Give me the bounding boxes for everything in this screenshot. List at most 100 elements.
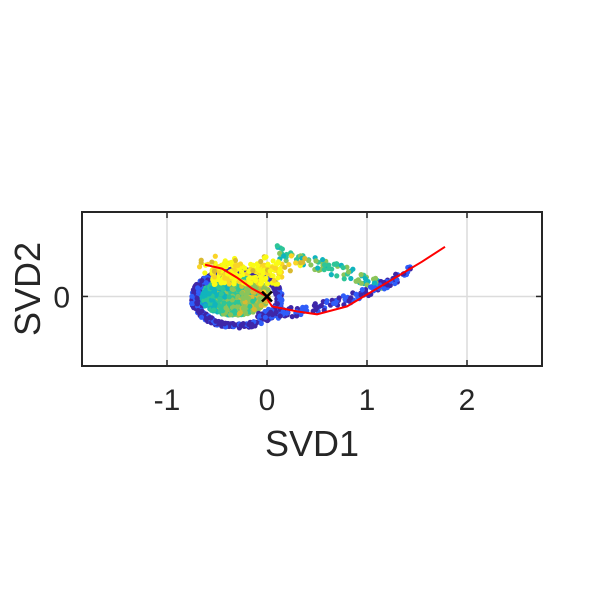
scatter-point [250,298,256,304]
scatter-point [208,315,214,321]
scatter-point [277,313,283,319]
scatter-point [277,250,283,256]
scatter-point [203,303,209,309]
scatter-point [196,264,203,270]
scatter-point [199,308,205,314]
scatter-point [232,257,239,264]
scatter-point [341,276,347,282]
scatter-point [206,291,212,297]
scatter-point [227,312,234,318]
scatter-point [222,258,228,264]
grid-lines [82,212,542,366]
plot-frame [81,211,543,367]
x-tick-label: 1 [359,384,376,417]
scatter-point [358,280,364,286]
scatter-point [387,282,393,289]
scatter-points [189,243,413,331]
scatter-point [226,294,232,300]
scatter-point [267,268,273,274]
scatter-point [211,274,218,280]
scatter-point [282,264,288,270]
x-tick-label: 0 [259,384,276,417]
scatter-point [246,295,252,302]
scatter-point [225,286,231,292]
scatter-point [258,320,264,327]
scatter-point [199,277,205,284]
scatter-point [324,299,330,306]
scatter-point [274,243,280,249]
scatter-point [242,310,249,316]
scatter-point [226,261,232,267]
scatter-point [235,299,242,305]
scatter-point [315,265,321,271]
scatter-point [314,304,320,311]
scatter-point [273,309,279,315]
scatter-point [286,261,292,268]
scatter-point [334,261,340,267]
scatter-point [246,268,252,274]
scatter-point [240,295,246,302]
scatter-point [372,275,379,281]
scatter-point [232,308,238,314]
scatter-point [297,260,304,266]
scatter-point [353,291,359,297]
scatter-point [264,281,271,287]
scatter-point [223,305,229,311]
scatter-point [270,273,276,279]
scatter-point [237,310,244,316]
scatter-point [248,280,254,286]
scatter-point [381,286,387,292]
scatter-point [258,274,264,280]
scatter-point [362,276,369,282]
scatter-point [263,254,269,260]
x-tick-label: -1 [154,384,181,417]
scatter-point [213,318,219,324]
scatter-point [271,277,277,284]
scatter-point [332,300,339,306]
scatter-point [198,257,204,263]
scatter-point [195,307,201,314]
scatter-point [229,286,235,292]
scatter-point [194,295,200,301]
origin-x-marker [261,290,273,303]
scatter-point [248,261,254,267]
scatter-point [277,269,283,275]
scatter-point [217,308,223,314]
scatter-point [371,280,377,287]
scatter-point [258,258,264,265]
scatter-point [239,290,245,296]
scatter-point [209,259,215,265]
scatter-point [231,322,238,328]
axis-ticks: -1 0 1 2 0 [53,212,542,417]
scatter-point [246,321,252,328]
scatter-point [221,321,228,327]
scatter-point [270,258,276,264]
scatter-point [308,262,314,268]
scatter-point [257,296,263,302]
scatter-point [289,313,295,320]
scatter-point [203,280,209,286]
scatter-point [222,275,228,281]
scatter-point [247,303,253,310]
y-axis-label: SVD2 [7,242,48,336]
trajectory-layer [204,245,446,316]
scatter-point [348,275,354,282]
scatter-point [212,302,219,308]
scatter-point [208,297,215,303]
scatter-point [212,253,218,259]
scatter-point [240,305,246,311]
scatter-point [195,285,201,291]
y-tick-label: 0 [53,281,70,314]
scatter-point [190,287,197,293]
scatter-point [392,280,398,287]
x-axis-label: SVD1 [265,423,359,464]
scatter-point [321,267,327,273]
scatter-point [336,295,342,301]
scatter-point [211,307,217,313]
scatter-point [367,284,374,290]
scatter-point [250,267,256,274]
scatter-point [302,255,308,262]
scatter-point [220,286,226,292]
trajectory-line [204,245,446,316]
